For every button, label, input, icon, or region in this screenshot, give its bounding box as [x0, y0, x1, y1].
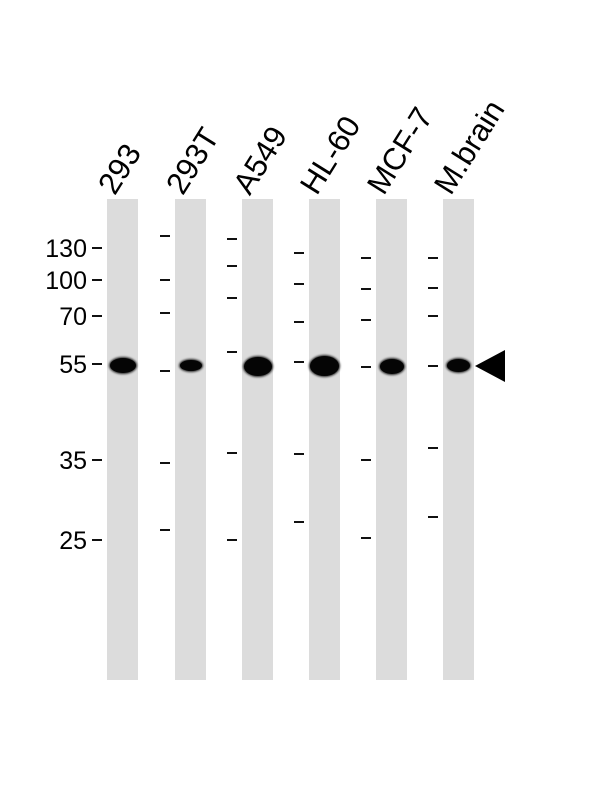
lane-label: A549 — [226, 120, 295, 201]
lane-1 — [107, 199, 138, 680]
mw-marker-label: 35 — [59, 447, 87, 475]
mw-marker-label: 100 — [45, 267, 87, 295]
marker-tick — [160, 529, 170, 531]
marker-tick — [160, 312, 170, 314]
mw-marker-label: 25 — [59, 527, 87, 555]
protein-band — [179, 359, 202, 371]
marker-tick — [428, 447, 438, 449]
marker-tick — [428, 287, 438, 289]
marker-tick — [160, 462, 170, 464]
lane-label: MCF-7 — [360, 101, 440, 201]
marker-tick — [92, 315, 102, 317]
marker-tick — [361, 288, 371, 290]
marker-tick — [227, 539, 237, 541]
marker-tick — [428, 516, 438, 518]
mw-marker-label: 70 — [59, 303, 87, 331]
marker-tick — [160, 235, 170, 237]
marker-tick — [160, 370, 170, 372]
protein-band — [379, 358, 404, 374]
marker-tick — [361, 257, 371, 259]
lane-3 — [242, 199, 273, 680]
lane-6 — [443, 199, 474, 680]
marker-tick — [92, 459, 102, 461]
lane-4 — [309, 199, 340, 680]
marker-tick — [428, 257, 438, 259]
lane-2 — [175, 199, 206, 680]
lane-label: M.brain — [427, 93, 512, 201]
marker-tick — [294, 453, 304, 455]
marker-tick — [428, 365, 438, 367]
marker-tick — [92, 247, 102, 249]
marker-tick — [428, 315, 438, 317]
marker-tick — [361, 537, 371, 539]
marker-tick — [227, 265, 237, 267]
marker-tick — [227, 297, 237, 299]
marker-tick — [361, 459, 371, 461]
marker-tick — [227, 351, 237, 353]
protein-band — [243, 356, 272, 376]
mw-marker-label: 130 — [45, 235, 87, 263]
lane-label: 293T — [159, 121, 227, 201]
marker-tick — [294, 361, 304, 363]
marker-tick — [294, 283, 304, 285]
protein-band — [310, 356, 339, 376]
protein-band — [109, 357, 136, 373]
marker-tick — [227, 452, 237, 454]
lane-label: HL-60 — [293, 109, 368, 201]
marker-tick — [361, 319, 371, 321]
marker-tick — [294, 521, 304, 523]
marker-tick — [160, 279, 170, 281]
protein-band — [447, 358, 470, 372]
marker-tick — [92, 539, 102, 541]
marker-tick — [227, 238, 237, 240]
marker-tick — [92, 363, 102, 365]
lane-5 — [376, 199, 407, 680]
marker-tick — [361, 366, 371, 368]
marker-tick — [294, 252, 304, 254]
mw-marker-label: 55 — [59, 351, 87, 379]
lane-label: 293 — [91, 137, 149, 201]
marker-tick — [294, 321, 304, 323]
band-arrow-icon — [475, 350, 505, 382]
marker-tick — [92, 279, 102, 281]
